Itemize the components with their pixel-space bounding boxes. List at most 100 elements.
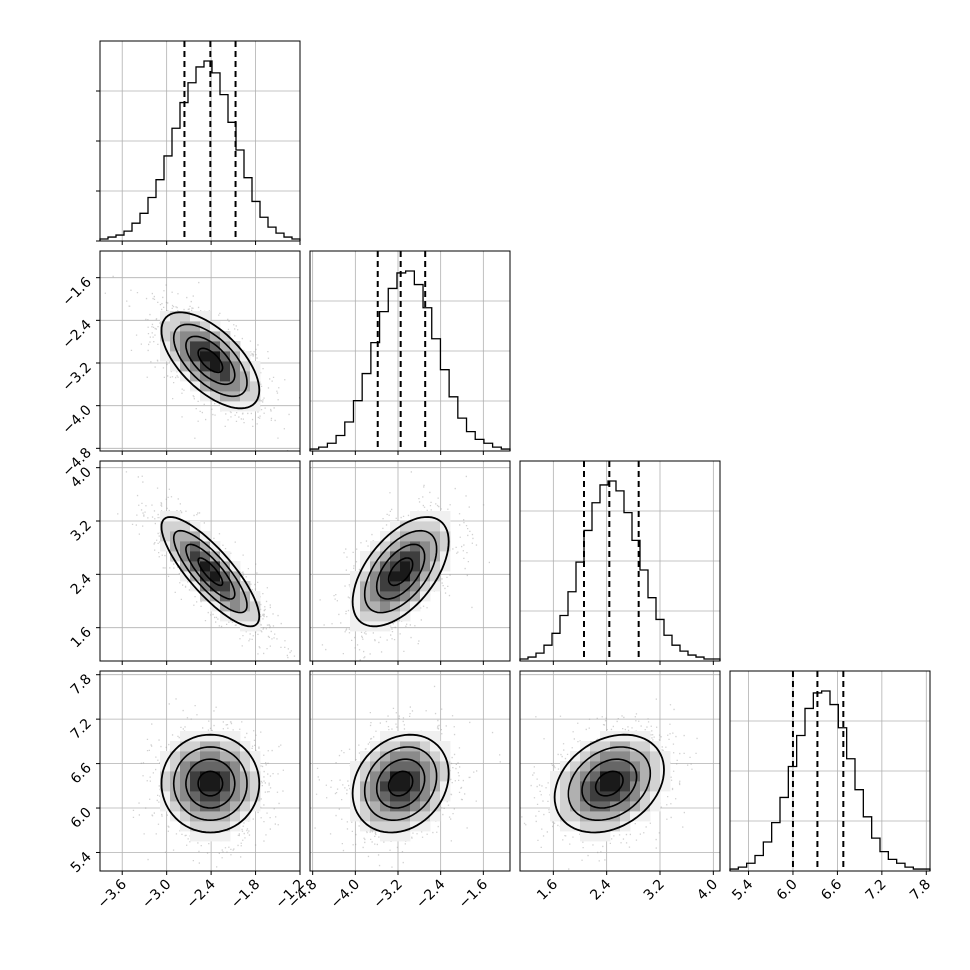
density-cell xyxy=(210,571,221,582)
y-tick-label: −3.2 xyxy=(59,360,94,395)
density-cell xyxy=(230,581,241,592)
density-cell xyxy=(180,531,191,542)
density-cell xyxy=(630,741,641,752)
density-cell xyxy=(420,731,431,742)
density-cell xyxy=(190,341,201,352)
density-cell xyxy=(400,831,411,842)
density-cell xyxy=(220,831,231,842)
density-cell xyxy=(380,791,391,802)
density-cell xyxy=(410,761,421,772)
density-cell xyxy=(430,521,441,532)
panel-1-0 xyxy=(96,250,301,455)
density-cell xyxy=(190,771,201,782)
density-cell xyxy=(190,821,201,832)
density-cell xyxy=(370,771,381,782)
contour-line xyxy=(581,758,638,809)
density-cell xyxy=(200,341,211,352)
density-cell xyxy=(180,551,191,562)
density-cell xyxy=(220,361,231,372)
density-cell xyxy=(210,581,221,592)
density-cell xyxy=(210,361,221,372)
y-tick-label: 7.2 xyxy=(68,716,95,743)
density-cell xyxy=(430,561,441,572)
contour-line xyxy=(185,758,236,809)
density-cell xyxy=(230,351,241,362)
density-cell xyxy=(240,751,251,762)
density-cell xyxy=(250,591,261,602)
density-cell xyxy=(370,761,381,772)
density-cell xyxy=(630,761,641,772)
density-cell xyxy=(560,811,571,822)
density-cell xyxy=(200,581,211,592)
panel-frame xyxy=(519,670,721,872)
density-cell xyxy=(180,321,191,332)
density-cell xyxy=(190,571,201,582)
density-cell xyxy=(250,611,261,622)
density-cell xyxy=(200,751,211,762)
density-cell xyxy=(390,601,401,612)
density-cell xyxy=(410,801,421,812)
density-cell xyxy=(220,351,231,362)
density-cell xyxy=(160,541,171,552)
density-cell xyxy=(410,591,421,602)
density-cell xyxy=(170,801,181,812)
density-cell xyxy=(360,601,371,612)
density-cell xyxy=(250,781,261,792)
density-cell xyxy=(600,781,611,792)
density-cell xyxy=(400,741,411,752)
contour-line xyxy=(197,770,224,797)
x-tick-label: 7.2 xyxy=(863,877,890,904)
density-cell xyxy=(200,741,211,752)
density-cell xyxy=(240,581,251,592)
density-cell xyxy=(160,321,171,332)
density-cell xyxy=(590,821,601,832)
x-tick-label: 1.6 xyxy=(534,876,561,903)
density-cell xyxy=(200,821,211,832)
density-cell xyxy=(590,751,601,762)
density-cell xyxy=(230,791,241,802)
x-tick-label: 6.6 xyxy=(818,876,845,903)
density-cell xyxy=(200,331,211,342)
density-cell xyxy=(660,751,671,762)
density-cell xyxy=(370,751,381,762)
density-cell xyxy=(190,751,201,762)
density-cell xyxy=(650,761,661,772)
density-cell xyxy=(620,801,631,812)
density-cell xyxy=(210,371,221,382)
density-cell xyxy=(390,571,401,582)
density-cell xyxy=(400,561,411,572)
density-cell xyxy=(160,311,171,322)
panel-frame xyxy=(519,460,721,662)
density-cell xyxy=(190,351,201,362)
density-cell xyxy=(350,621,361,632)
density-cell xyxy=(380,561,391,572)
density-cell xyxy=(240,741,251,752)
density-cell xyxy=(200,571,211,582)
density-cell xyxy=(390,831,401,842)
density-cell xyxy=(580,761,591,772)
density-cell xyxy=(370,551,381,562)
y-tick-label: 7.8 xyxy=(68,671,95,698)
density-cell xyxy=(600,751,611,762)
density-cell xyxy=(200,801,211,812)
density-cell xyxy=(630,791,641,802)
density-cell xyxy=(250,391,261,402)
density-cell xyxy=(190,741,201,752)
density-cell xyxy=(410,561,421,572)
panel-3-0 xyxy=(96,670,301,875)
density-cell xyxy=(580,831,591,842)
density-cell xyxy=(430,751,441,762)
density-cell xyxy=(210,791,221,802)
density-cell xyxy=(610,741,621,752)
density-cell xyxy=(610,801,621,812)
panel-2-0 xyxy=(96,460,301,665)
density-cell xyxy=(170,511,181,522)
y-tick-label: 6.0 xyxy=(68,805,95,832)
y-tick-label: 1.6 xyxy=(68,624,95,651)
density-cell xyxy=(600,771,611,782)
density-cell xyxy=(400,531,411,542)
histogram-step xyxy=(99,60,301,241)
density-cell xyxy=(580,821,591,832)
density-cell xyxy=(210,551,221,562)
density-cell xyxy=(220,381,231,392)
